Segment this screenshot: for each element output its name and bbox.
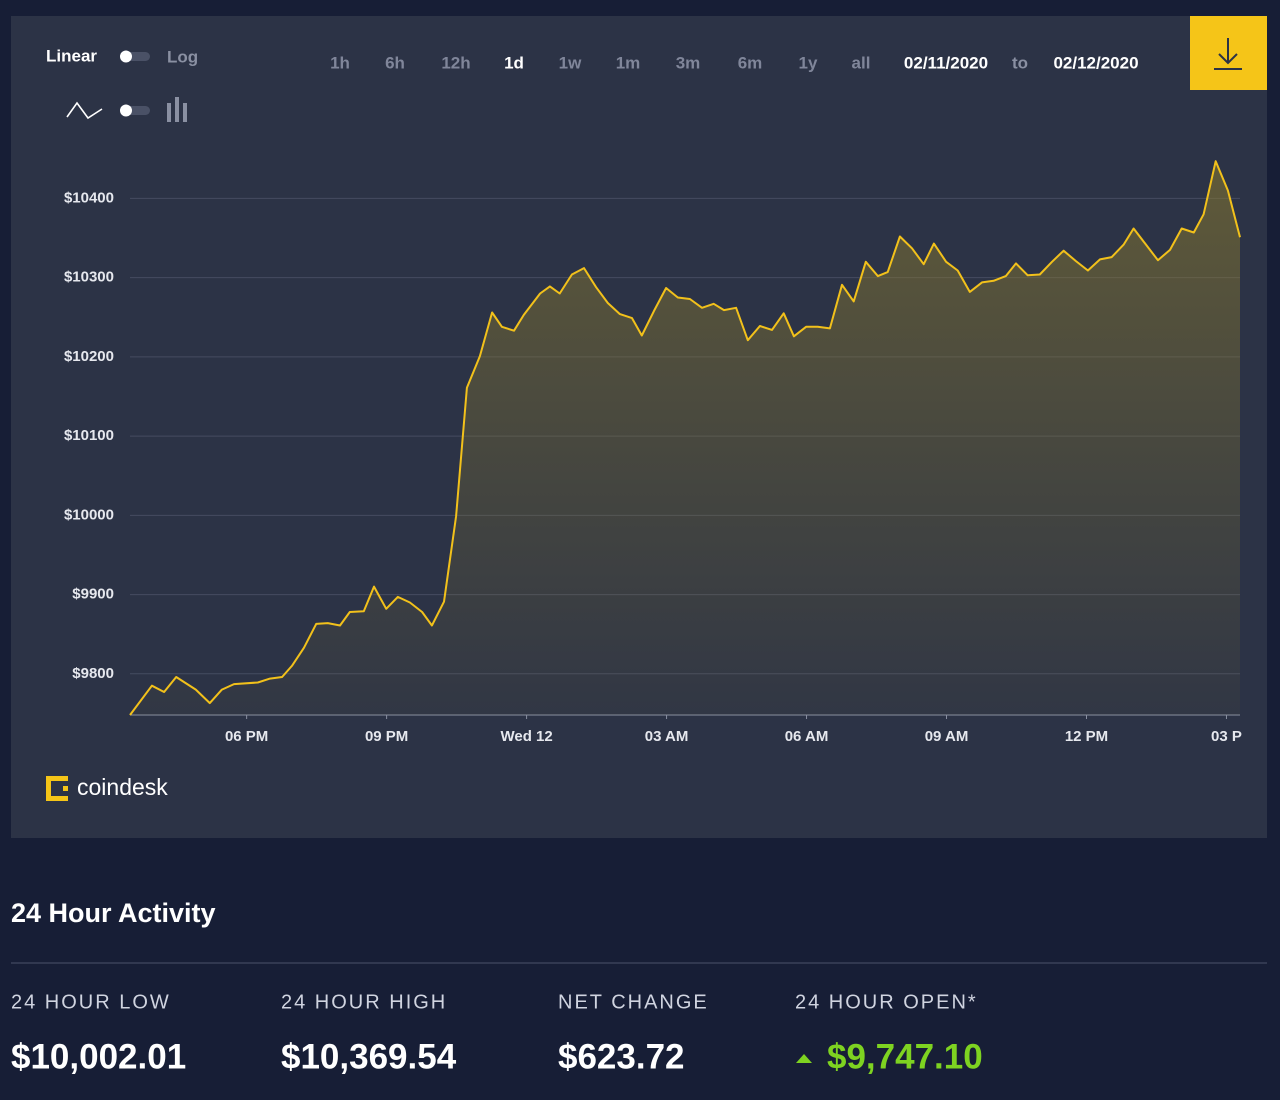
- toggle-knob: [120, 104, 132, 117]
- stat-value: $623.72: [558, 1037, 685, 1076]
- range-button[interactable]: 6h: [385, 53, 405, 72]
- range-button[interactable]: 1w: [559, 53, 582, 72]
- x-tick-label: 09 AM: [925, 728, 969, 745]
- range-button[interactable]: all: [852, 53, 871, 72]
- y-tick-label: $9900: [72, 586, 114, 603]
- x-tick-label: 06 AM: [785, 728, 829, 745]
- range-button[interactable]: 1h: [330, 53, 350, 72]
- y-tick-label: $10100: [64, 427, 114, 444]
- up-arrow: [796, 1054, 812, 1063]
- y-tick-label: $10200: [64, 348, 114, 365]
- range-button[interactable]: 12h: [441, 53, 470, 72]
- stat-label: 24 HOUR OPEN*: [795, 991, 978, 1013]
- y-tick-label: $10000: [64, 506, 114, 523]
- price-line: [129, 160, 1241, 716]
- range-button[interactable]: 1d: [504, 53, 524, 72]
- date-to[interactable]: 02/12/2020: [1053, 53, 1138, 72]
- y-tick-label: $10400: [64, 189, 114, 206]
- stats: 24 HOUR LOW $10,002.01 24 HOUR HIGH $10,369…: [11, 991, 983, 1076]
- stat-label: 24 HOUR LOW: [11, 991, 171, 1013]
- chart: $9800 $9900 $10000 $10100 $10200 $10300 $10400…: [64, 160, 1242, 745]
- activity-title: 24 Hour Activity: [11, 898, 216, 928]
- stat-label: 24 HOUR HIGH: [281, 991, 447, 1013]
- stat-value: $10,369.54: [281, 1037, 457, 1076]
- range-buttons: 1h 6h 12h 1d 1w 1m 3m 6m 1y all: [330, 53, 870, 72]
- range-button[interactable]: 1m: [616, 53, 641, 72]
- line-icon[interactable]: [66, 101, 103, 120]
- y-tick-label: $9800: [72, 665, 114, 682]
- range-button[interactable]: 1y: [799, 53, 818, 72]
- area: [130, 161, 1240, 715]
- x-tick-label: Wed 12: [500, 728, 552, 745]
- candle-icon[interactable]: [167, 97, 187, 122]
- x-tick-label: 09 PM: [365, 728, 408, 745]
- stat-value: $10,002.01: [11, 1037, 186, 1076]
- date-to-label: to: [1012, 53, 1028, 72]
- toggle-knob: [120, 50, 132, 63]
- x-tick-label: 06 PM: [225, 728, 268, 745]
- range-button[interactable]: 3m: [676, 53, 701, 72]
- stat-value: $9,747.10: [827, 1037, 983, 1076]
- brand: coindesk: [77, 774, 168, 800]
- stat-label: NET CHANGE: [558, 991, 709, 1013]
- download-icon: [1214, 38, 1242, 70]
- x-tick-label: 03 P: [1211, 728, 1242, 745]
- brand-icon: [46, 776, 68, 801]
- y-tick-label: $10300: [64, 269, 114, 286]
- x-tick-label: 03 AM: [645, 728, 689, 745]
- x-tick-label: 12 PM: [1065, 728, 1108, 745]
- date-from[interactable]: 02/11/2020: [904, 53, 988, 72]
- scale-linear[interactable]: Linear: [46, 46, 97, 65]
- scale-log[interactable]: Log: [167, 47, 198, 66]
- range-button[interactable]: 6m: [738, 53, 763, 72]
